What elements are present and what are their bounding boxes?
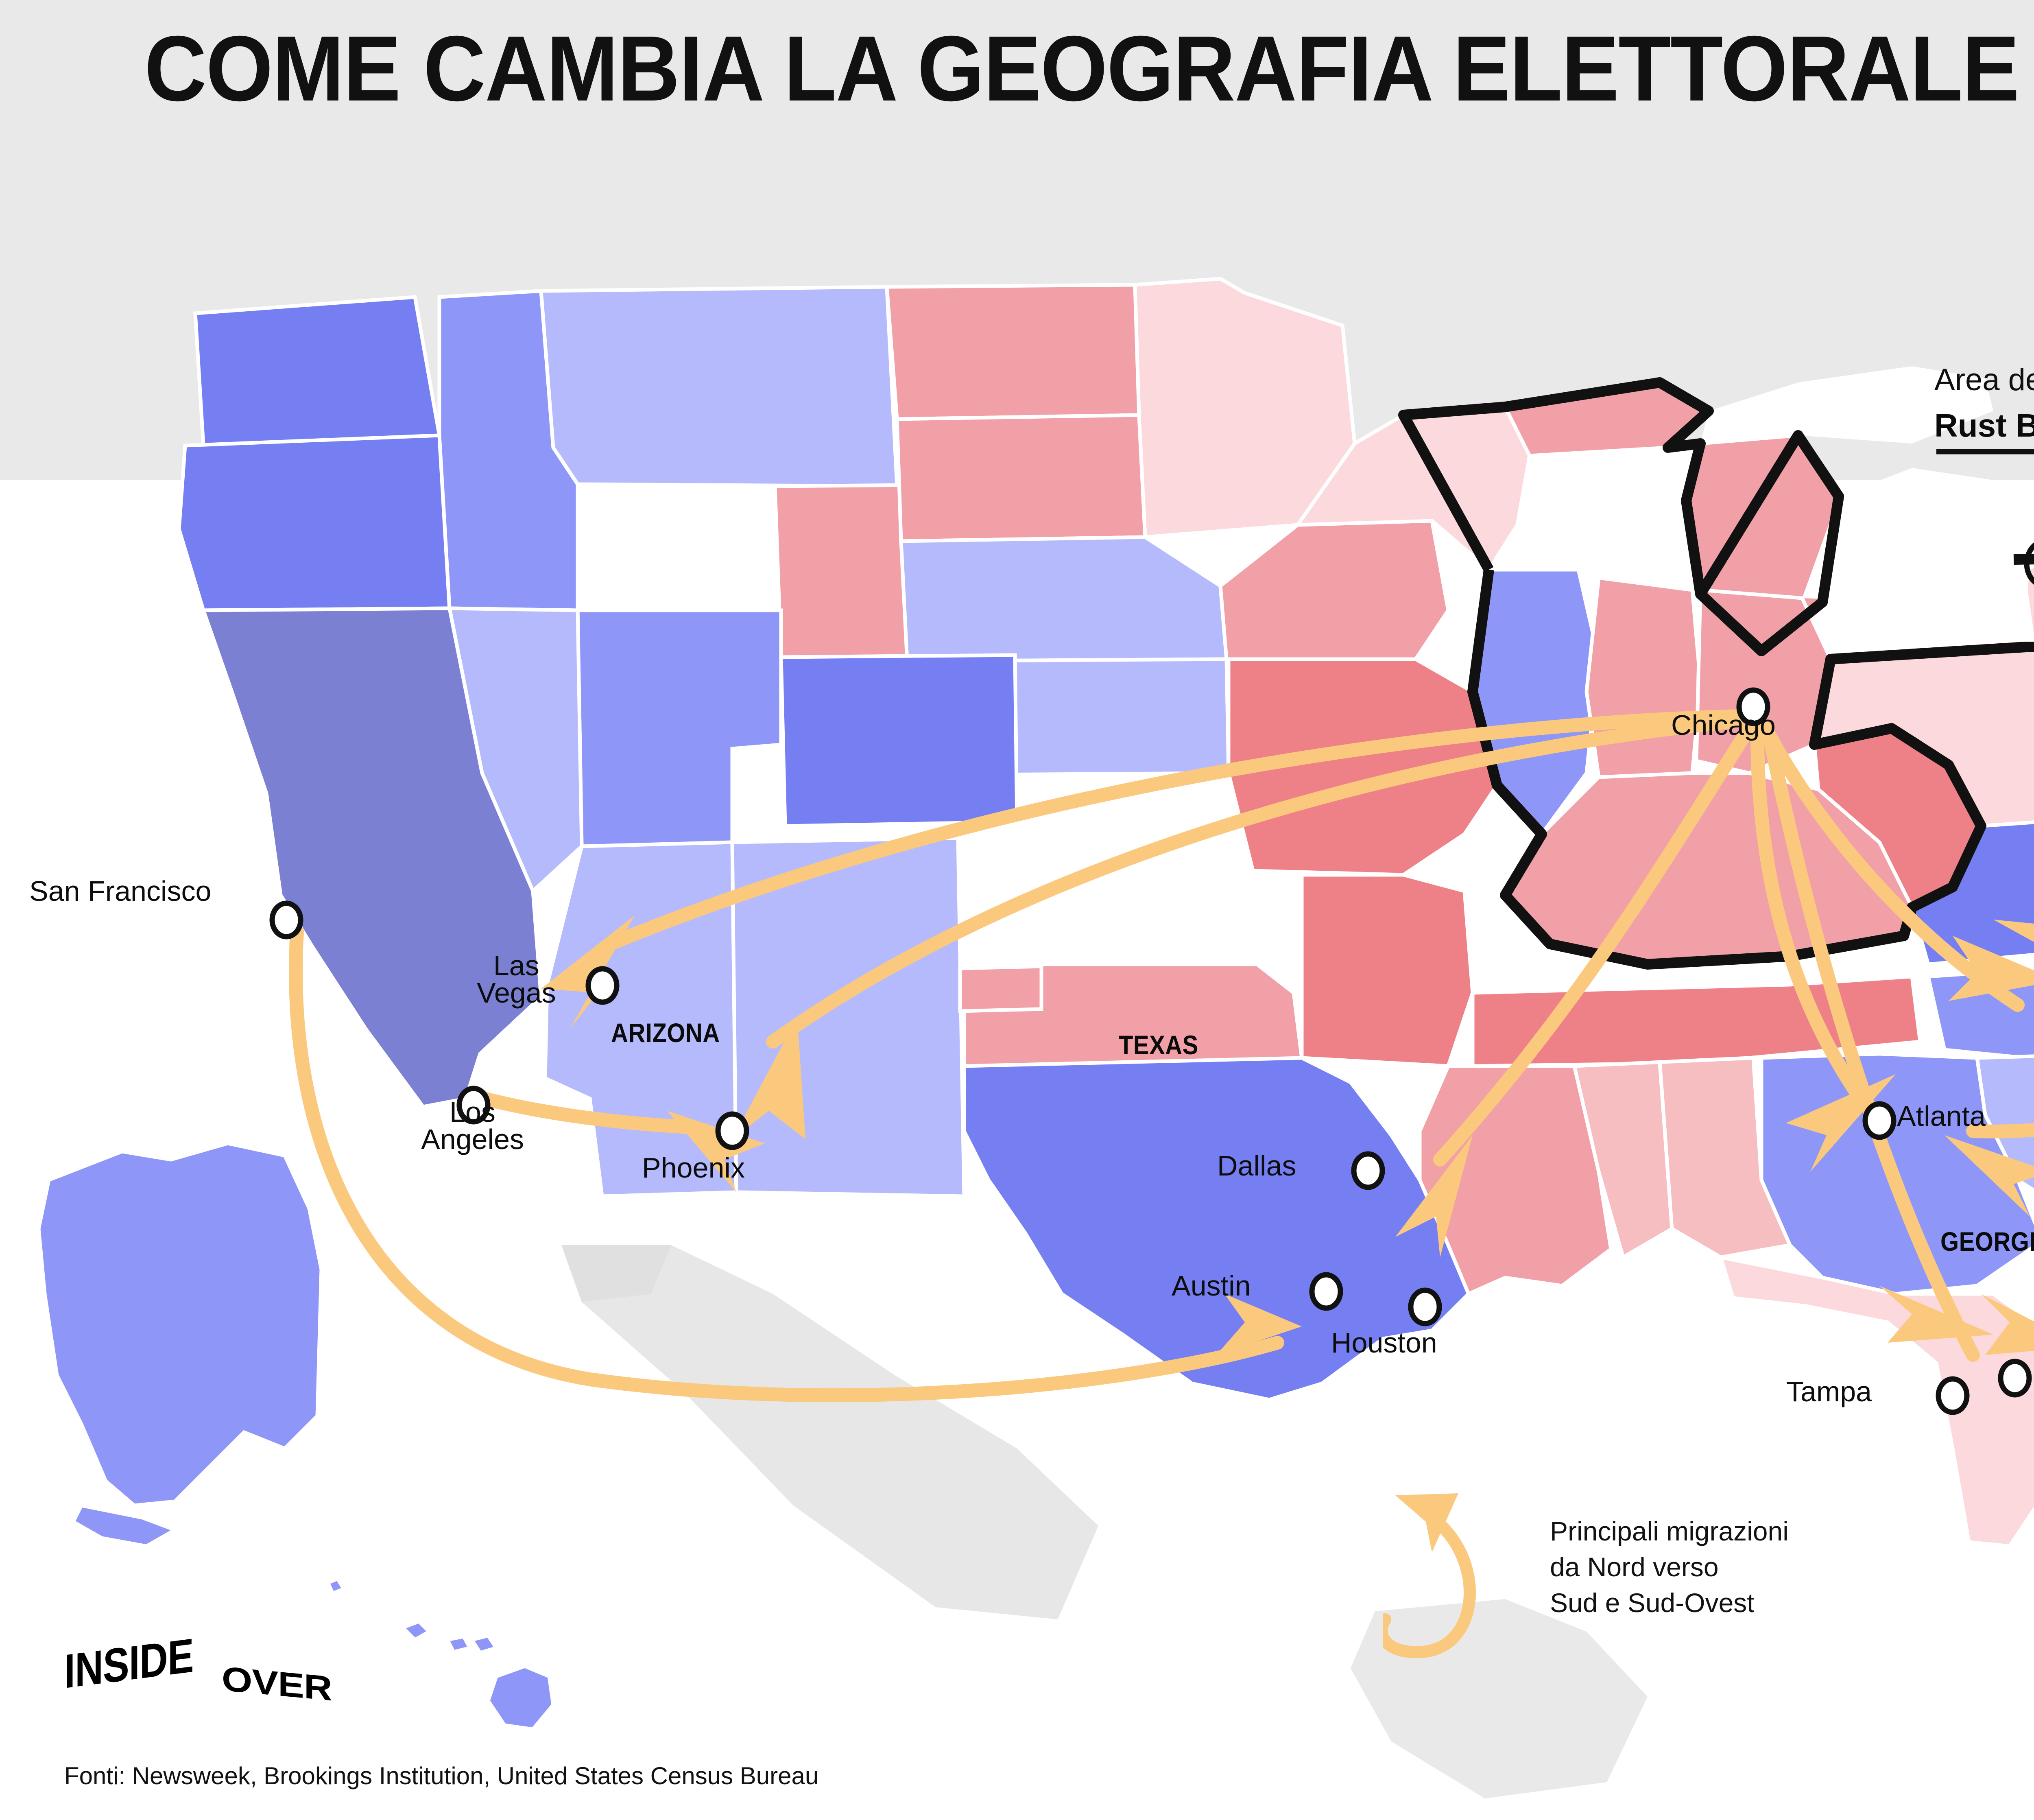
city-marker-austin <box>1309 1272 1343 1311</box>
state-label-georgia: GEORGIA <box>1940 1226 2034 1256</box>
state-TX <box>962 1056 1471 1402</box>
rust-belt-leader <box>1936 449 2034 585</box>
state-OR <box>177 433 452 612</box>
state-ND <box>885 283 1141 421</box>
city-label-atlanta: Atlanta <box>1897 1100 1986 1132</box>
state-label-texas: TEXAS <box>1119 1030 1198 1060</box>
state-HI-2 <box>399 1619 432 1642</box>
state-SD <box>895 413 1147 543</box>
state-FL <box>1718 1255 2034 1548</box>
great-lakes <box>1517 366 2034 602</box>
state-MO <box>1227 657 1499 877</box>
arrow-la-phoenix <box>477 1092 694 1134</box>
city-marker-houston <box>1408 1287 1442 1326</box>
state-CA <box>201 606 543 1109</box>
sources-line: Fonti: Newsweek, Brookings Institution, … <box>64 1762 819 1789</box>
arrow-chi-houston <box>1433 721 1756 1167</box>
city-label-las-vegas: Las Vegas <box>477 950 556 1009</box>
arrow-chi-phoenix <box>766 713 1752 1049</box>
arrow-chi-charlotte <box>1759 721 2025 1012</box>
insideover-logo: INSIDE OVER <box>64 1628 356 1708</box>
state-label-arizona: ARIZONA <box>611 1018 720 1048</box>
state-AK-tail <box>71 1503 179 1548</box>
city-marker-orlando <box>1998 1359 2032 1398</box>
city-marker-las-vegas <box>585 966 620 1005</box>
city-marker-chicago <box>1736 687 1770 726</box>
state-OK-ph <box>958 964 1043 1013</box>
state-NE <box>899 535 1229 663</box>
arrow-sf-phoenix <box>289 925 1284 1403</box>
city-marker-group <box>269 687 2032 1415</box>
city-label-san-francisco: San Francisco <box>29 875 212 907</box>
migration-arrowheads <box>541 879 2034 1355</box>
city-label-austin: Austin <box>1172 1270 1251 1302</box>
state-HI-1 <box>325 1576 347 1596</box>
city-marker-atlanta <box>1862 1101 1897 1140</box>
rust-belt-outline <box>1398 377 2034 970</box>
arrow-chi-lasvegas <box>603 709 1748 951</box>
arrow-chi-atlanta <box>1750 725 1870 1110</box>
city-marker-phoenix <box>715 1111 749 1150</box>
rustbelt-callout-line1: Area della <box>1934 363 2034 397</box>
state-UT <box>576 608 783 848</box>
state-IA <box>1218 519 1450 661</box>
state-IN <box>1584 575 1702 779</box>
migration-legend-text: Principali migrazioni da Nord verso Sud … <box>1550 1516 1789 1618</box>
state-CO <box>779 653 1019 828</box>
migration-legend-arrow-icon <box>1383 1493 1476 1658</box>
city-label-tampa: Tampa <box>1786 1376 1872 1407</box>
state-WA <box>193 295 442 448</box>
city-label-houston: Houston <box>1331 1327 1437 1359</box>
arrow-chi-orlando <box>1763 730 1980 1362</box>
state-MT <box>539 285 899 488</box>
city-marker-dallas <box>1351 1151 1385 1190</box>
city-marker-san-francisco <box>269 900 303 939</box>
logo-part-over: OVER <box>222 1659 332 1709</box>
state-HI-4 <box>469 1633 500 1655</box>
page-title: COME CAMBIA LA GEOGRAFIA ELETTORALE NEGL… <box>144 17 2034 120</box>
state-AR <box>1300 873 1475 1068</box>
state-polygons <box>37 277 2034 1731</box>
state-HI-big <box>486 1664 555 1731</box>
city-label-dallas: Dallas <box>1217 1150 1296 1182</box>
city-marker-los-angeles <box>456 1086 491 1125</box>
state-AK <box>37 1141 323 1508</box>
state-HI-3 <box>445 1634 473 1654</box>
city-label-phoenix: Phoenix <box>642 1152 745 1184</box>
city-label-los-angeles: Los Angeles <box>421 1096 524 1156</box>
migration-arrows <box>289 709 2034 1403</box>
city-marker-tampa <box>1936 1376 1970 1415</box>
rustbelt-callout-line2: Rust Belt <box>1934 407 2034 444</box>
city-label-chicago: Chicago <box>1671 709 1776 741</box>
